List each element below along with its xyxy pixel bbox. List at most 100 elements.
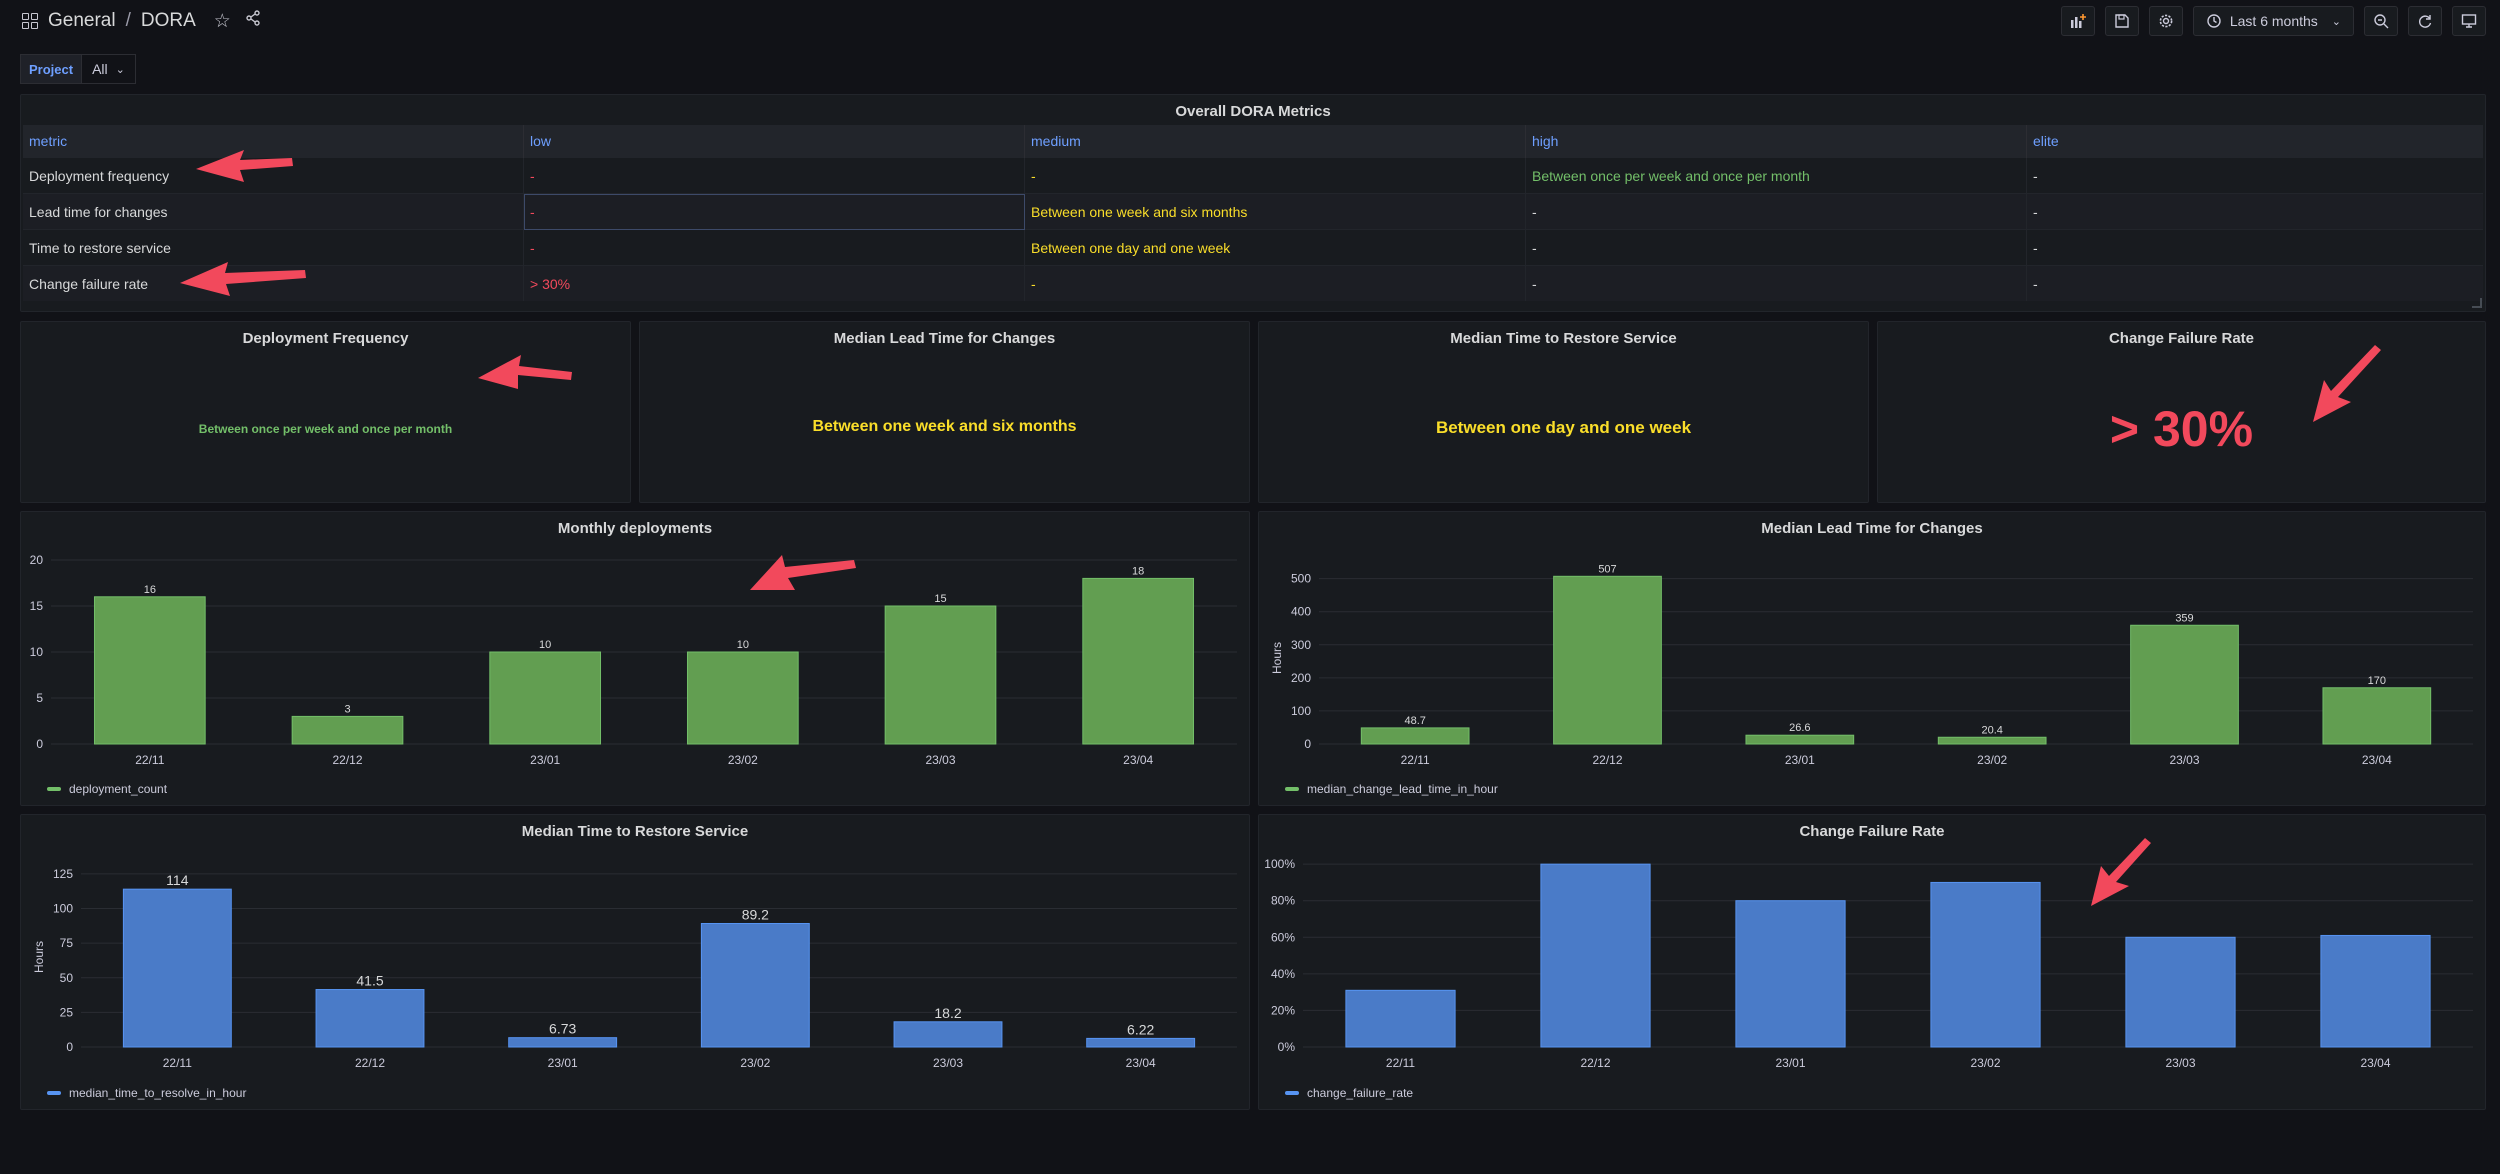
bar — [1745, 734, 1855, 745]
bar — [893, 1021, 1003, 1048]
add-panel-button[interactable] — [2060, 6, 2095, 36]
x-tick-label: 23/04 — [1123, 753, 1153, 767]
table-cell: Change failure rate — [23, 265, 524, 301]
settings-button[interactable] — [2148, 6, 2183, 36]
time-picker[interactable]: Last 6 months ⌄ — [2192, 6, 2354, 36]
bar — [884, 605, 997, 745]
panel-title: Deployment Frequency — [242, 330, 409, 347]
table-row: Lead time for changes - Between one week… — [23, 193, 2483, 230]
data-label: 114 — [166, 872, 189, 888]
y-tick-label: 50 — [60, 971, 74, 985]
apps-icon[interactable] — [22, 13, 38, 29]
panel-title: Median Time to Restore Service — [521, 823, 749, 840]
x-tick-label: 23/02 — [1970, 1056, 2000, 1070]
clock-icon — [2207, 14, 2221, 28]
chart-panel-median-time-to-restore: Median Time to Restore Service 0 25 50 75 10… — [20, 814, 1250, 1110]
data-label: 41.5 — [356, 973, 383, 989]
y-tick-label: 100 — [53, 902, 73, 916]
table-cell: Between once per week and once per month — [1525, 157, 2027, 194]
table-cell: Lead time for changes — [23, 193, 524, 230]
data-label: 3 — [344, 703, 350, 715]
legend[interactable]: median_change_lead_time_in_hour — [1285, 782, 1498, 796]
breadcrumb-folder[interactable]: General — [48, 10, 116, 31]
legend[interactable]: change_failure_rate — [1285, 1086, 1413, 1100]
y-tick-label: 40% — [1271, 967, 1295, 981]
bar-chart: 0 100 200 300 400 500 Hours 48.7 22/11 507 22/12 26… — [1270, 563, 2473, 767]
data-label: 18 — [1132, 565, 1144, 577]
y-tick-label: 80% — [1271, 894, 1295, 908]
x-tick-label: 22/11 — [163, 1056, 192, 1070]
template-variables: Project All ⌄ — [20, 54, 136, 84]
legend-swatch — [1285, 787, 1299, 791]
legend[interactable]: deployment_count — [47, 782, 167, 796]
table-row: Time to restore service - Between one da… — [23, 229, 2483, 266]
table-cell: - — [1024, 265, 1526, 301]
resize-handle[interactable] — [2472, 298, 2482, 308]
bar — [315, 989, 425, 1048]
data-label: 16 — [144, 584, 156, 596]
panel-title: Median Lead Time for Changes — [833, 330, 1056, 347]
table-cell: - — [1024, 157, 1526, 194]
monitor-icon — [2461, 14, 2477, 28]
table-cell: Between one day and one week — [1024, 229, 1526, 266]
bar — [508, 1037, 618, 1048]
legend-swatch — [1285, 1091, 1299, 1095]
bar — [1086, 1037, 1196, 1048]
x-tick-label: 22/12 — [332, 753, 362, 767]
panel-title: Median Lead Time for Changes — [1761, 520, 1983, 537]
y-tick-label: 5 — [36, 691, 43, 705]
breadcrumb: General / DORA ☆ — [22, 8, 261, 34]
panel-title: Monthly deployments — [557, 520, 713, 537]
panel-title: Overall DORA Metrics — [1175, 103, 1331, 120]
column-header-elite[interactable]: elite — [2026, 125, 2483, 158]
column-header-low[interactable]: low — [523, 125, 1025, 158]
project-variable-value: All — [92, 61, 108, 77]
table-cell: Time to restore service — [23, 229, 524, 266]
column-header-metric[interactable]: metric — [23, 125, 524, 158]
table-cell: - — [2026, 193, 2483, 230]
stat-value: Between one week and six months — [812, 418, 1077, 435]
star-icon[interactable]: ☆ — [213, 10, 231, 32]
chart-panel-change-failure-rate: Change Failure Rate 0% 20% 40% 60% 80% 100% 22… — [1258, 814, 2486, 1110]
y-tick-label: 15 — [30, 599, 44, 613]
share-icon[interactable] — [245, 10, 261, 32]
y-axis-label: Hours — [32, 941, 46, 973]
y-tick-label: 125 — [53, 867, 73, 881]
table-cell: Between one week and six months — [1024, 193, 1526, 230]
legend-label: deployment_count — [69, 782, 168, 796]
bar — [1345, 989, 1456, 1048]
project-variable-select[interactable]: All ⌄ — [82, 54, 136, 84]
bar — [2322, 687, 2432, 745]
stat-panel-median-time-to-restore: Median Time to Restore Service Between o… — [1258, 321, 1869, 503]
column-header-medium[interactable]: medium — [1024, 125, 1526, 158]
table-row: Change failure rate > 30% - - - — [23, 265, 2483, 301]
refresh-button[interactable] — [2408, 6, 2442, 36]
table-row: Deployment frequency - - Between once pe… — [23, 157, 2483, 194]
column-header-high[interactable]: high — [1525, 125, 2027, 158]
breadcrumb-dashboard[interactable]: DORA — [140, 10, 196, 31]
x-tick-label: 23/04 — [2360, 1056, 2390, 1070]
x-tick-label: 23/03 — [2169, 753, 2199, 767]
panel-title: Change Failure Rate — [1799, 823, 1945, 840]
stat-value: > 30% — [2109, 401, 2254, 457]
refresh-icon — [2419, 15, 2432, 28]
legend[interactable]: median_time_to_resolve_in_hour — [47, 1086, 246, 1100]
table-cell: - — [1525, 229, 2027, 266]
bar — [1540, 863, 1651, 1048]
bar — [1360, 727, 1470, 745]
tv-mode-button[interactable] — [2452, 6, 2486, 36]
chevron-down-icon: ⌄ — [2331, 15, 2341, 28]
legend-label: median_change_lead_time_in_hour — [1307, 782, 1498, 796]
chevron-down-icon: ⌄ — [115, 63, 125, 76]
panel-title: Change Failure Rate — [2108, 330, 2255, 347]
data-label: 359 — [2175, 612, 2193, 624]
save-button[interactable] — [2104, 6, 2139, 36]
y-tick-label: 0 — [1304, 737, 1311, 751]
bar — [1930, 881, 2041, 1048]
overall-dora-table: metric low medium high elite Deployment … — [23, 125, 2483, 301]
table-cell: - — [523, 157, 1025, 194]
table-cell: - — [2026, 229, 2483, 266]
zoom-out-button[interactable] — [2364, 6, 2398, 36]
table-cell: - — [523, 229, 1025, 266]
data-label: 26.6 — [1789, 722, 1810, 734]
